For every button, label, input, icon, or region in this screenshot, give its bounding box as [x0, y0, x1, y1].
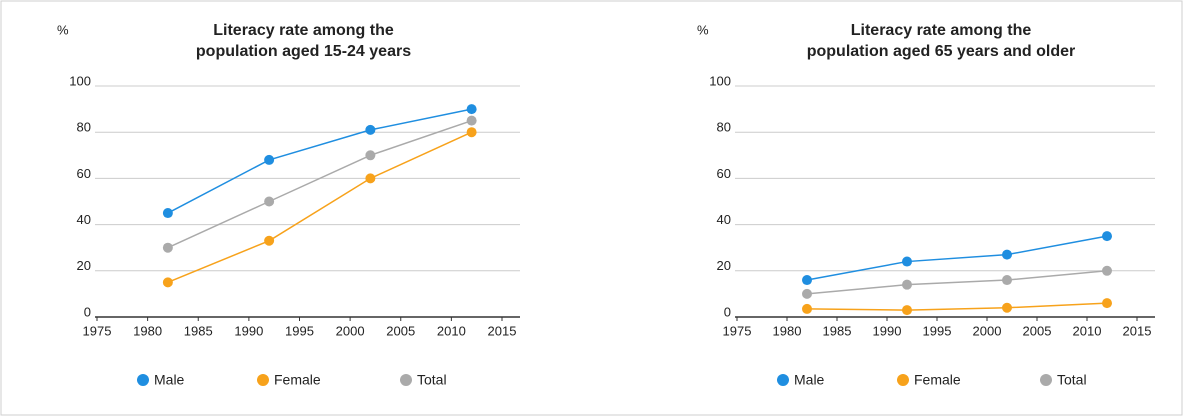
legend-marker	[1040, 374, 1052, 386]
y-tick-label: 60	[717, 166, 731, 181]
y-tick-label: 20	[77, 258, 91, 273]
y-axis-label: %	[697, 22, 709, 37]
data-point	[802, 303, 812, 314]
x-tick-label: 1990	[234, 323, 263, 338]
data-point	[365, 124, 376, 135]
legend-marker	[777, 374, 789, 386]
data-point	[802, 288, 812, 299]
y-tick-label: 20	[717, 258, 731, 273]
data-point	[802, 275, 812, 286]
data-point	[1102, 265, 1112, 276]
legend-marker	[257, 374, 269, 386]
chart-title: Literacy rate among the	[851, 22, 1032, 39]
series-line	[167, 108, 472, 214]
x-tick-label: 2000	[336, 323, 365, 338]
chart-title: Literacy rate among the	[213, 22, 394, 39]
y-tick-label: 100	[69, 73, 91, 88]
y-tick-label: 0	[724, 304, 731, 319]
x-tick-label: 2015	[1123, 323, 1152, 338]
x-tick-label: 1985	[184, 323, 213, 338]
legend-label: Female	[274, 372, 321, 388]
data-point	[1102, 231, 1112, 242]
data-point	[365, 150, 376, 161]
series-line	[806, 270, 1108, 295]
data-point	[1002, 275, 1012, 286]
x-tick-label: 2005	[1023, 323, 1052, 338]
legend-label: Total	[417, 372, 447, 388]
legend-label: Total	[1057, 372, 1087, 388]
legend-marker	[400, 374, 412, 386]
x-tick-label: 1975	[83, 323, 112, 338]
legend-marker	[137, 374, 149, 386]
x-tick-label: 2010	[1073, 323, 1102, 338]
y-tick-label: 80	[77, 120, 91, 135]
data-point	[1002, 302, 1012, 313]
x-tick-label: 1990	[873, 323, 902, 338]
x-tick-label: 2010	[437, 323, 466, 338]
data-point	[264, 235, 275, 246]
series-line	[806, 235, 1108, 281]
data-point	[162, 242, 173, 253]
data-point	[365, 173, 376, 184]
y-tick-label: 40	[717, 212, 731, 227]
x-tick-label: 1995	[923, 323, 952, 338]
x-tick-label: 1995	[285, 323, 314, 338]
y-tick-label: 80	[717, 120, 731, 135]
x-tick-label: 1975	[723, 323, 752, 338]
data-point	[162, 208, 173, 219]
legend-marker	[897, 374, 909, 386]
series-line	[167, 131, 472, 284]
y-axis-label: %	[57, 22, 69, 37]
chart-title: population aged 65 years and older	[807, 43, 1076, 60]
y-tick-label: 60	[77, 166, 91, 181]
data-point	[264, 196, 275, 207]
x-tick-label: 2015	[488, 323, 517, 338]
legend-label: Male	[154, 372, 185, 388]
y-tick-label: 100	[709, 73, 731, 88]
legend-label: Female	[914, 372, 961, 388]
data-point	[466, 115, 477, 126]
series-line	[806, 302, 1108, 311]
x-tick-label: 1980	[773, 323, 802, 338]
data-point	[466, 127, 477, 138]
chart-title: population aged 15-24 years	[196, 43, 411, 60]
data-point	[902, 279, 912, 290]
x-tick-label: 1980	[133, 323, 162, 338]
x-tick-label: 2005	[386, 323, 415, 338]
x-tick-label: 2000	[973, 323, 1002, 338]
series-line	[167, 119, 472, 249]
legend-label: Male	[794, 372, 825, 388]
y-tick-label: 40	[77, 212, 91, 227]
data-point	[466, 104, 477, 115]
y-tick-label: 0	[84, 304, 91, 319]
data-point	[1002, 249, 1012, 260]
data-point	[264, 154, 275, 165]
data-point	[902, 256, 912, 267]
data-point	[1102, 298, 1112, 309]
data-point	[162, 277, 173, 288]
data-point	[902, 305, 912, 316]
x-tick-label: 1985	[823, 323, 852, 338]
